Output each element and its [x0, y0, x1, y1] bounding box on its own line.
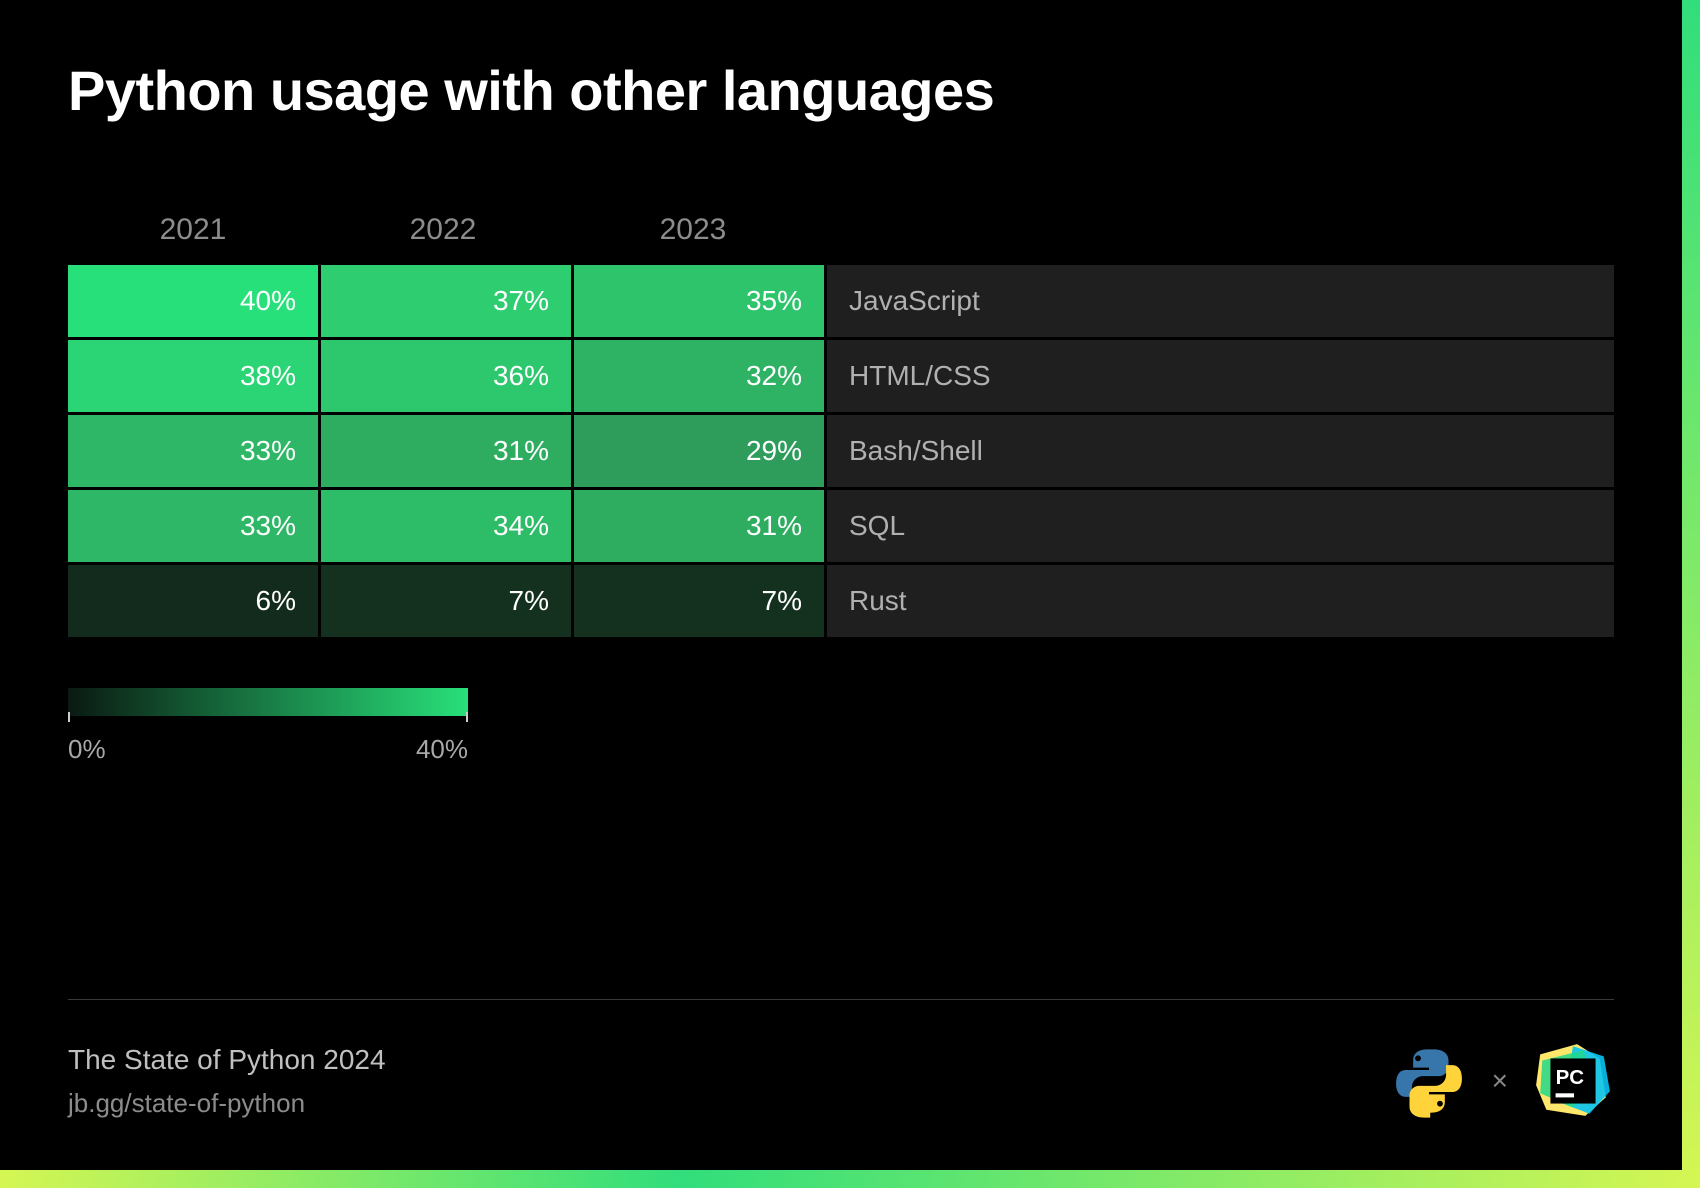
- heatmap-cell: 7%: [574, 565, 824, 637]
- heatmap-row-label: Bash/Shell: [827, 415, 1614, 487]
- heatmap-cell: 34%: [321, 490, 571, 562]
- heatmap-chart: 202120222023 40%37%35%JavaScript38%36%32…: [68, 213, 1614, 640]
- heatmap-row: 33%34%31%SQL: [68, 490, 1614, 562]
- footer: The State of Python 2024 jb.gg/state-of-…: [68, 999, 1614, 1122]
- heatmap-cell: 29%: [574, 415, 824, 487]
- heatmap-cell: 31%: [321, 415, 571, 487]
- heatmap-cell: 36%: [321, 340, 571, 412]
- footer-link: jb.gg/state-of-python: [68, 1088, 386, 1119]
- heatmap-cell: 7%: [321, 565, 571, 637]
- pycharm-logo-icon: PC: [1532, 1040, 1614, 1122]
- main-panel: Python usage with other languages 202120…: [0, 0, 1682, 1170]
- legend-ticks: [68, 718, 468, 730]
- heatmap-row: 6%7%7%Rust: [68, 565, 1614, 637]
- svg-text:PC: PC: [1556, 1066, 1585, 1089]
- color-scale-legend: 0% 40%: [68, 688, 468, 765]
- heatmap-year-label: 2022: [318, 213, 568, 247]
- decorative-border-right: [1682, 0, 1700, 1188]
- footer-left: The State of Python 2024 jb.gg/state-of-…: [68, 1044, 386, 1119]
- heatmap-year-label: 2023: [568, 213, 818, 247]
- heatmap-cell: 37%: [321, 265, 571, 337]
- decorative-border-bottom: [0, 1170, 1700, 1188]
- heatmap-cell: 32%: [574, 340, 824, 412]
- footer-separator: [68, 999, 1614, 1000]
- page-title: Python usage with other languages: [68, 58, 1614, 123]
- footer-title: The State of Python 2024: [68, 1044, 386, 1076]
- heatmap-cell: 6%: [68, 565, 318, 637]
- heatmap-row: 33%31%29%Bash/Shell: [68, 415, 1614, 487]
- heatmap-row: 38%36%32%HTML/CSS: [68, 340, 1614, 412]
- heatmap-cell: 40%: [68, 265, 318, 337]
- legend-tick-max: [466, 712, 468, 722]
- heatmap-year-header: 202120222023: [68, 213, 1614, 247]
- heatmap-row-label: SQL: [827, 490, 1614, 562]
- heatmap-cell: 38%: [68, 340, 318, 412]
- legend-labels: 0% 40%: [68, 734, 468, 765]
- heatmap-rows: 40%37%35%JavaScript38%36%32%HTML/CSS33%3…: [68, 265, 1614, 640]
- legend-gradient-bar: [68, 688, 468, 716]
- heatmap-year-label: 2021: [68, 213, 318, 247]
- heatmap-cell: 35%: [574, 265, 824, 337]
- heatmap-row-label: JavaScript: [827, 265, 1614, 337]
- cross-icon: ×: [1492, 1065, 1508, 1097]
- heatmap-cell: 33%: [68, 415, 318, 487]
- heatmap-cell: 31%: [574, 490, 824, 562]
- heatmap-cell: 33%: [68, 490, 318, 562]
- footer-logos: × PC: [1390, 1040, 1614, 1122]
- footer-row: The State of Python 2024 jb.gg/state-of-…: [68, 1040, 1614, 1122]
- legend-max-label: 40%: [416, 734, 468, 765]
- heatmap-row: 40%37%35%JavaScript: [68, 265, 1614, 337]
- python-logo-icon: [1390, 1042, 1468, 1120]
- legend-min-label: 0%: [68, 734, 106, 765]
- infographic-root: Python usage with other languages 202120…: [0, 0, 1700, 1188]
- heatmap-row-label: Rust: [827, 565, 1614, 637]
- heatmap-row-label: HTML/CSS: [827, 340, 1614, 412]
- legend-tick-min: [68, 712, 70, 722]
